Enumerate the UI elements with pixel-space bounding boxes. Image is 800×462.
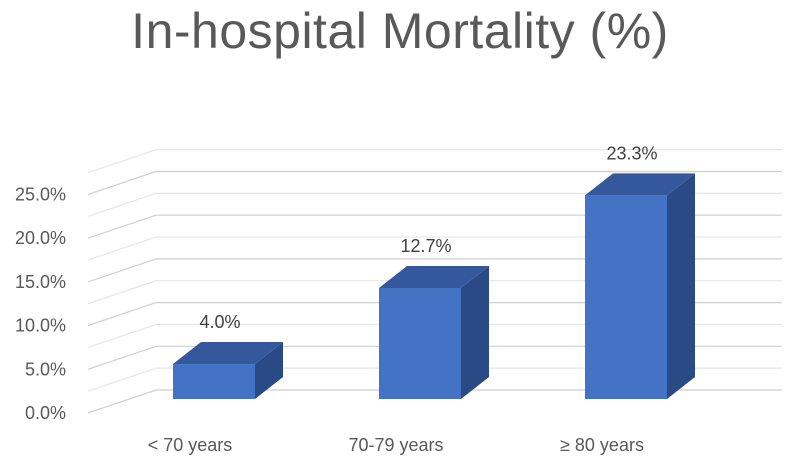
bar-top — [173, 342, 283, 365]
gridline-depth — [87, 345, 157, 370]
bar-top — [585, 173, 695, 196]
gridline-depth — [87, 389, 157, 414]
x-category-label: < 70 years — [148, 435, 233, 455]
gridline-depth — [87, 302, 157, 327]
bar-top — [379, 266, 489, 289]
gridline-depth — [87, 236, 157, 261]
bar — [379, 288, 461, 399]
gridline-depth — [87, 280, 157, 305]
gridline-depth — [87, 214, 157, 239]
chart-title: In-hospital Mortality (%) — [131, 3, 669, 59]
data-label: 12.7% — [400, 236, 451, 256]
gridline-depth — [87, 367, 157, 392]
data-label: 4.0% — [199, 312, 240, 332]
y-tick-label: 5.0% — [25, 359, 66, 379]
bar-side — [255, 342, 283, 399]
bar — [585, 195, 667, 399]
x-category-label: ≥ 80 years — [560, 435, 644, 455]
gridline-depth — [87, 170, 157, 196]
y-tick-label: 20.0% — [15, 228, 66, 248]
bar — [173, 364, 255, 399]
y-tick-label: 15.0% — [15, 272, 66, 292]
gridline-depth — [87, 149, 157, 174]
gridline-depth — [87, 323, 157, 349]
bar-side — [461, 266, 489, 399]
x-category-label: 70-79 years — [348, 435, 443, 455]
data-label: 23.3% — [606, 143, 657, 163]
y-tick-label: 25.0% — [15, 185, 66, 205]
gridline-depth — [87, 192, 157, 217]
y-tick-label: 10.0% — [15, 316, 66, 336]
y-tick-label: 0.0% — [25, 403, 66, 423]
gridline-depth — [87, 258, 157, 283]
bar-side — [667, 173, 695, 399]
